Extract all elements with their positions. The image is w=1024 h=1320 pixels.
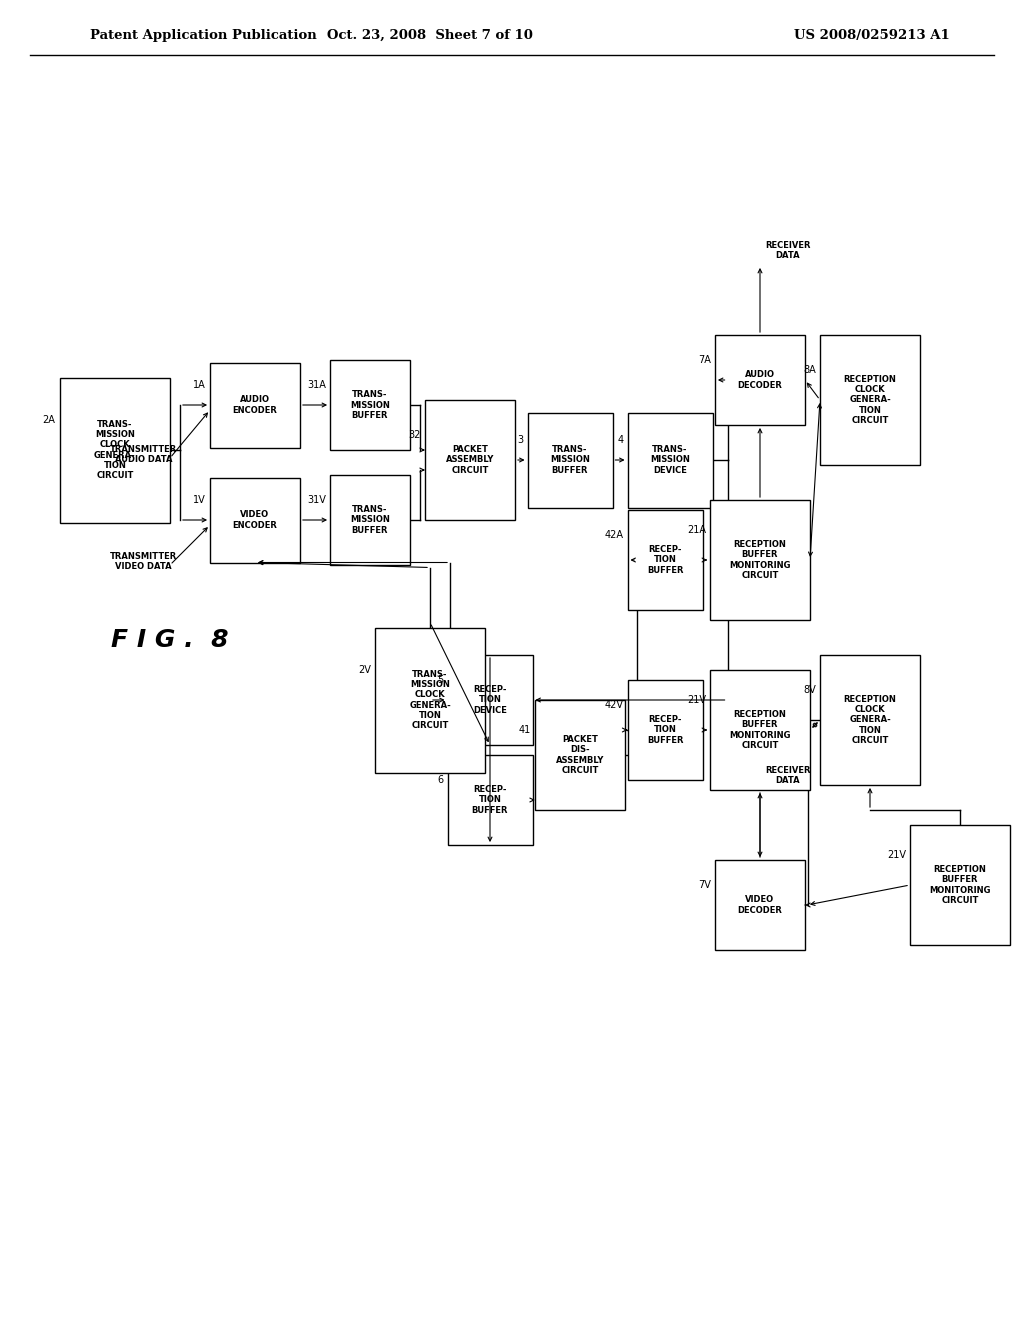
Text: TRANSMITTER
AUDIO DATA: TRANSMITTER AUDIO DATA [110, 445, 177, 465]
Text: 4: 4 [617, 436, 624, 445]
Text: AUDIO
DECODER: AUDIO DECODER [737, 371, 782, 389]
Bar [527, 412, 612, 507]
Text: TRANS-
MISSION
BUFFER: TRANS- MISSION BUFFER [350, 506, 390, 535]
Bar [425, 400, 515, 520]
Text: TRANS-
MISSION
CLOCK
GENERA-
TION
CIRCUIT: TRANS- MISSION CLOCK GENERA- TION CIRCUI… [94, 420, 136, 479]
Text: 6: 6 [437, 775, 443, 785]
Bar [820, 335, 920, 465]
Text: 8A: 8A [803, 366, 816, 375]
Text: F I G .  8: F I G . 8 [112, 628, 228, 652]
Text: 42V: 42V [604, 700, 624, 710]
Bar [447, 655, 532, 744]
Text: PACKET
ASSEMBLY
CIRCUIT: PACKET ASSEMBLY CIRCUIT [445, 445, 495, 475]
Text: RECEPTION
CLOCK
GENERA-
TION
CIRCUIT: RECEPTION CLOCK GENERA- TION CIRCUIT [844, 696, 896, 744]
Text: 41: 41 [519, 725, 531, 735]
Bar [628, 510, 702, 610]
Text: TRANS-
MISSION
CLOCK
GENERA-
TION
CIRCUIT: TRANS- MISSION CLOCK GENERA- TION CIRCUI… [410, 671, 451, 730]
Text: RECEP-
TION
BUFFER: RECEP- TION BUFFER [647, 545, 683, 574]
Text: TRANS-
MISSION
BUFFER: TRANS- MISSION BUFFER [550, 445, 590, 475]
Bar [375, 627, 485, 772]
Bar [210, 478, 300, 562]
Text: 21V: 21V [887, 850, 906, 861]
Text: 7A: 7A [698, 355, 711, 366]
Text: 21V: 21V [687, 696, 706, 705]
Text: PACKET
DIS-
ASSEMBLY
CIRCUIT: PACKET DIS- ASSEMBLY CIRCUIT [556, 735, 604, 775]
Text: TRANSMITTER
VIDEO DATA: TRANSMITTER VIDEO DATA [110, 552, 177, 572]
Text: RECEP-
TION
BUFFER: RECEP- TION BUFFER [647, 715, 683, 744]
Text: RECEIVER
DATA: RECEIVER DATA [765, 240, 811, 260]
Text: 7V: 7V [698, 880, 711, 890]
Text: 42A: 42A [604, 531, 624, 540]
Text: 31V: 31V [307, 495, 326, 506]
Text: AUDIO
ENCODER: AUDIO ENCODER [232, 396, 278, 414]
Bar [715, 861, 805, 950]
Text: TRANS-
MISSION
BUFFER: TRANS- MISSION BUFFER [350, 391, 390, 420]
Bar [715, 335, 805, 425]
Bar [447, 755, 532, 845]
Text: TRANS-
MISSION
DEVICE: TRANS- MISSION DEVICE [650, 445, 690, 475]
Text: RECEPTION
CLOCK
GENERA-
TION
CIRCUIT: RECEPTION CLOCK GENERA- TION CIRCUIT [844, 375, 896, 425]
Text: VIDEO
ENCODER: VIDEO ENCODER [232, 511, 278, 529]
Text: 3: 3 [517, 436, 523, 445]
Bar [910, 825, 1010, 945]
Text: 1A: 1A [194, 380, 206, 389]
Text: RECEPTION
BUFFER
MONITORING
CIRCUIT: RECEPTION BUFFER MONITORING CIRCUIT [729, 710, 791, 750]
Text: 31A: 31A [307, 380, 326, 389]
Text: 2V: 2V [358, 665, 371, 675]
Bar [628, 412, 713, 507]
Text: RECEP-
TION
BUFFER: RECEP- TION BUFFER [472, 785, 508, 814]
Text: RECEIVER
DATA: RECEIVER DATA [765, 766, 811, 785]
Bar [210, 363, 300, 447]
Text: US 2008/0259213 A1: US 2008/0259213 A1 [795, 29, 950, 41]
Bar [60, 378, 170, 523]
Text: 21A: 21A [687, 525, 706, 535]
Text: 2A: 2A [42, 414, 55, 425]
Bar [330, 475, 410, 565]
Bar [710, 671, 810, 789]
Text: 5: 5 [437, 675, 443, 685]
Bar [535, 700, 625, 810]
Bar [330, 360, 410, 450]
Text: 32: 32 [409, 430, 421, 440]
Text: 8V: 8V [803, 685, 816, 696]
Text: RECEPTION
BUFFER
MONITORING
CIRCUIT: RECEPTION BUFFER MONITORING CIRCUIT [929, 866, 991, 904]
Text: VIDEO
DECODER: VIDEO DECODER [737, 895, 782, 915]
Bar [820, 655, 920, 785]
Text: RECEP-
TION
DEVICE: RECEP- TION DEVICE [473, 685, 507, 714]
Text: 1V: 1V [194, 495, 206, 506]
Text: Oct. 23, 2008  Sheet 7 of 10: Oct. 23, 2008 Sheet 7 of 10 [327, 29, 532, 41]
Bar [710, 500, 810, 620]
Bar [628, 680, 702, 780]
Text: RECEPTION
BUFFER
MONITORING
CIRCUIT: RECEPTION BUFFER MONITORING CIRCUIT [729, 540, 791, 579]
Text: Patent Application Publication: Patent Application Publication [90, 29, 316, 41]
